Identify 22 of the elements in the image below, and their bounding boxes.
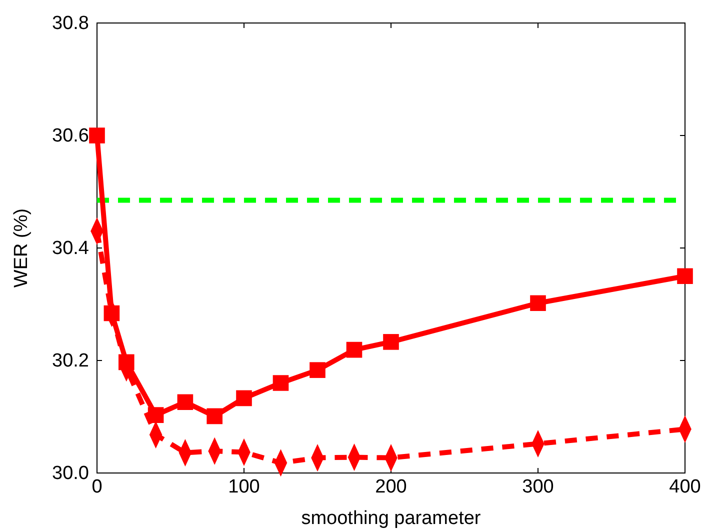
x-tick-label: 200 xyxy=(375,476,407,498)
point xyxy=(272,375,289,391)
point xyxy=(310,362,326,378)
y-tick-label: 30.8 xyxy=(52,13,89,34)
point xyxy=(206,408,223,424)
x-tick-label: 300 xyxy=(522,476,554,498)
y-tick-label: 30.4 xyxy=(52,238,90,260)
y-axis-title: WER (%) xyxy=(11,208,32,288)
point xyxy=(677,268,693,284)
point xyxy=(346,342,362,358)
point xyxy=(530,295,546,312)
point xyxy=(383,334,399,350)
point xyxy=(236,390,252,406)
point xyxy=(177,394,194,410)
x-tick-label: 400 xyxy=(669,476,701,498)
y-tick-label: 30.6 xyxy=(52,126,89,147)
y-tick-label: 30.0 xyxy=(52,463,89,484)
point xyxy=(89,128,105,144)
y-tick-label: 30.2 xyxy=(52,350,89,372)
x-axis-title: smoothing parameter xyxy=(301,508,482,529)
x-tick-label: 0 xyxy=(92,476,102,498)
x-tick-label: 100 xyxy=(228,476,260,498)
